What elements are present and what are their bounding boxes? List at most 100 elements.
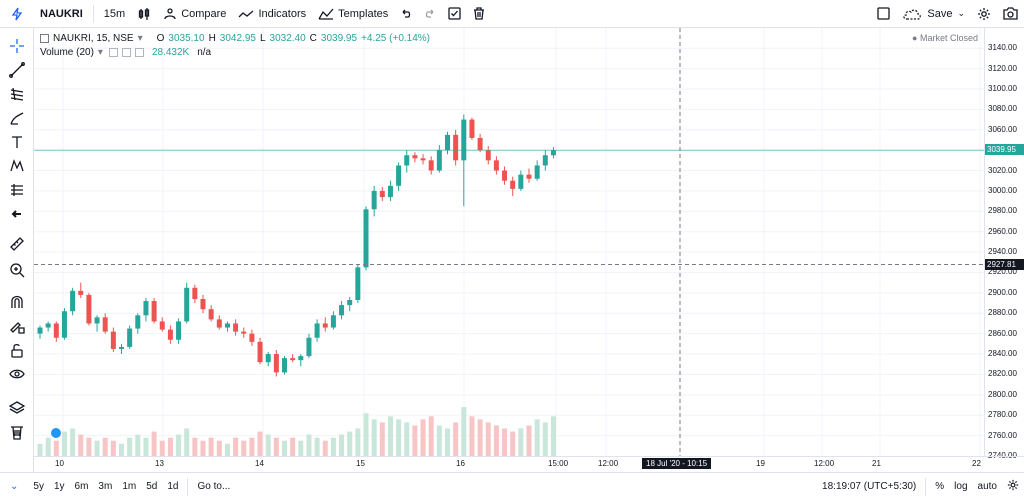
gear-icon[interactable]: [1002, 479, 1024, 494]
candle-body: [86, 294, 92, 324]
price-tick-label: 2820.00: [988, 369, 1017, 379]
compare-icon: [164, 7, 176, 19]
range-6m-button[interactable]: 6m: [74, 481, 89, 492]
lock-tool[interactable]: [7, 340, 27, 360]
candle-body: [224, 323, 230, 328]
volume-visibility-icon[interactable]: [108, 48, 118, 57]
divider: [925, 477, 927, 496]
candle-body: [192, 287, 198, 299]
candle-body: [298, 356, 304, 361]
legend-title[interactable]: NAUKRI, 15, NSE: [53, 33, 134, 44]
range-1m-button[interactable]: 1m: [122, 481, 137, 492]
percent-toggle[interactable]: %: [935, 481, 945, 492]
price-tick-label: 3020.00: [988, 165, 1017, 175]
volume-bar: [550, 416, 556, 456]
redo-button[interactable]: [418, 0, 442, 28]
date-range-menu-icon[interactable]: ⌄: [10, 481, 19, 492]
volume-bar: [143, 437, 149, 456]
settings-button[interactable]: [971, 0, 997, 28]
candle-body: [371, 190, 377, 210]
visibility-tool[interactable]: [7, 364, 27, 384]
crosshair-tool[interactable]: [7, 36, 27, 56]
time-tick-label: 14: [255, 459, 264, 468]
ruler-tool[interactable]: [7, 234, 27, 254]
text-tool[interactable]: [7, 132, 27, 152]
price-axis[interactable]: 3140.003120.003100.003080.003060.003040.…: [984, 28, 1024, 460]
time-axis[interactable]: 10 13 14 15 16 15:00 12:00 19 12:00 21 22 18 Jul '2…: [34, 456, 1024, 472]
delete-button[interactable]: [467, 0, 491, 28]
range-3m-button[interactable]: 3m: [98, 481, 113, 492]
volume-settings-icon[interactable]: [121, 48, 131, 57]
volume-bar: [192, 437, 198, 456]
candle-body: [355, 267, 361, 301]
volume-bar: [477, 419, 483, 456]
volume-menu-icon[interactable]: ▾: [97, 47, 103, 58]
legend-menu-icon[interactable]: ▾: [137, 33, 143, 44]
logo-icon[interactable]: [0, 0, 34, 28]
prediction-tool[interactable]: [7, 180, 27, 200]
fullscreen-button[interactable]: [871, 0, 896, 28]
volume-bar: [404, 422, 410, 456]
candle-body: [282, 358, 287, 373]
symbol-search-button[interactable]: NAUKRI: [40, 7, 83, 20]
candle-body: [200, 298, 206, 310]
trend-line-tool[interactable]: [7, 60, 27, 80]
volume-title[interactable]: Volume (20): [40, 47, 94, 58]
price-chart[interactable]: [34, 28, 984, 456]
magnet-tool[interactable]: [7, 292, 27, 312]
volume-bar: [469, 416, 475, 456]
save-button[interactable]: Save ⌄: [896, 0, 971, 28]
select-button[interactable]: [442, 0, 467, 28]
low-label: L: [259, 33, 266, 44]
compare-button[interactable]: Compare: [157, 0, 232, 28]
templates-icon: [318, 8, 334, 20]
time-tick-label: 12:00: [814, 459, 835, 468]
candle-body: [110, 331, 116, 349]
chart-type-button[interactable]: [131, 0, 157, 28]
brush-tool[interactable]: [7, 108, 27, 128]
volume-bar: [534, 419, 540, 456]
candle-body: [445, 134, 450, 151]
volume-bar: [445, 428, 450, 456]
symbol-visibility-icon[interactable]: [40, 34, 49, 43]
candle-body: [379, 190, 385, 198]
price-tick-label: 3060.00: [988, 124, 1017, 134]
candle-body: [249, 333, 255, 342]
interval-button[interactable]: 15m: [103, 7, 126, 20]
pitchfork-tool[interactable]: [7, 84, 27, 104]
undo-button[interactable]: [394, 0, 418, 28]
candle-body: [167, 329, 173, 340]
text-icon: [12, 136, 22, 148]
volume-legend: Volume (20) ▾ 28.432K n/a: [40, 47, 211, 58]
auto-toggle[interactable]: auto: [977, 481, 997, 492]
volume-bar: [420, 419, 426, 456]
range-5y-button[interactable]: 5y: [33, 481, 44, 492]
volume-bar: [184, 428, 190, 456]
volume-ma-value: n/a: [197, 47, 212, 58]
crosshair-price-badge: 2927.81: [985, 258, 1024, 270]
volume-bar: [518, 428, 524, 456]
volume-bar: [339, 434, 345, 456]
zoom-tool[interactable]: [7, 260, 27, 280]
pitchfork-icon: [10, 87, 24, 101]
goto-button[interactable]: Go to...: [197, 481, 231, 492]
log-toggle[interactable]: log: [954, 481, 968, 492]
range-1y-button[interactable]: 1y: [53, 481, 65, 492]
collapse-toolbar-button[interactable]: [7, 204, 27, 224]
object-tree-tool[interactable]: [7, 398, 27, 418]
volume-bar: [330, 437, 336, 456]
range-5d-button[interactable]: 5d: [146, 481, 158, 492]
candle-body: [339, 305, 345, 316]
remove-drawings-tool[interactable]: [7, 422, 27, 442]
candle-body: [314, 323, 320, 338]
screenshot-button[interactable]: [997, 0, 1024, 28]
volume-remove-icon[interactable]: [134, 48, 144, 57]
pattern-tool[interactable]: [7, 156, 27, 176]
templates-button[interactable]: Templates: [312, 0, 394, 28]
volume-bar: [61, 431, 67, 456]
clock[interactable]: 18:19:07 (UTC+5:30): [822, 481, 917, 492]
volume-bar: [110, 440, 116, 456]
indicators-button[interactable]: Indicators: [232, 0, 312, 28]
drawing-mode-tool[interactable]: [7, 316, 27, 336]
range-1d-button[interactable]: 1d: [167, 481, 179, 492]
